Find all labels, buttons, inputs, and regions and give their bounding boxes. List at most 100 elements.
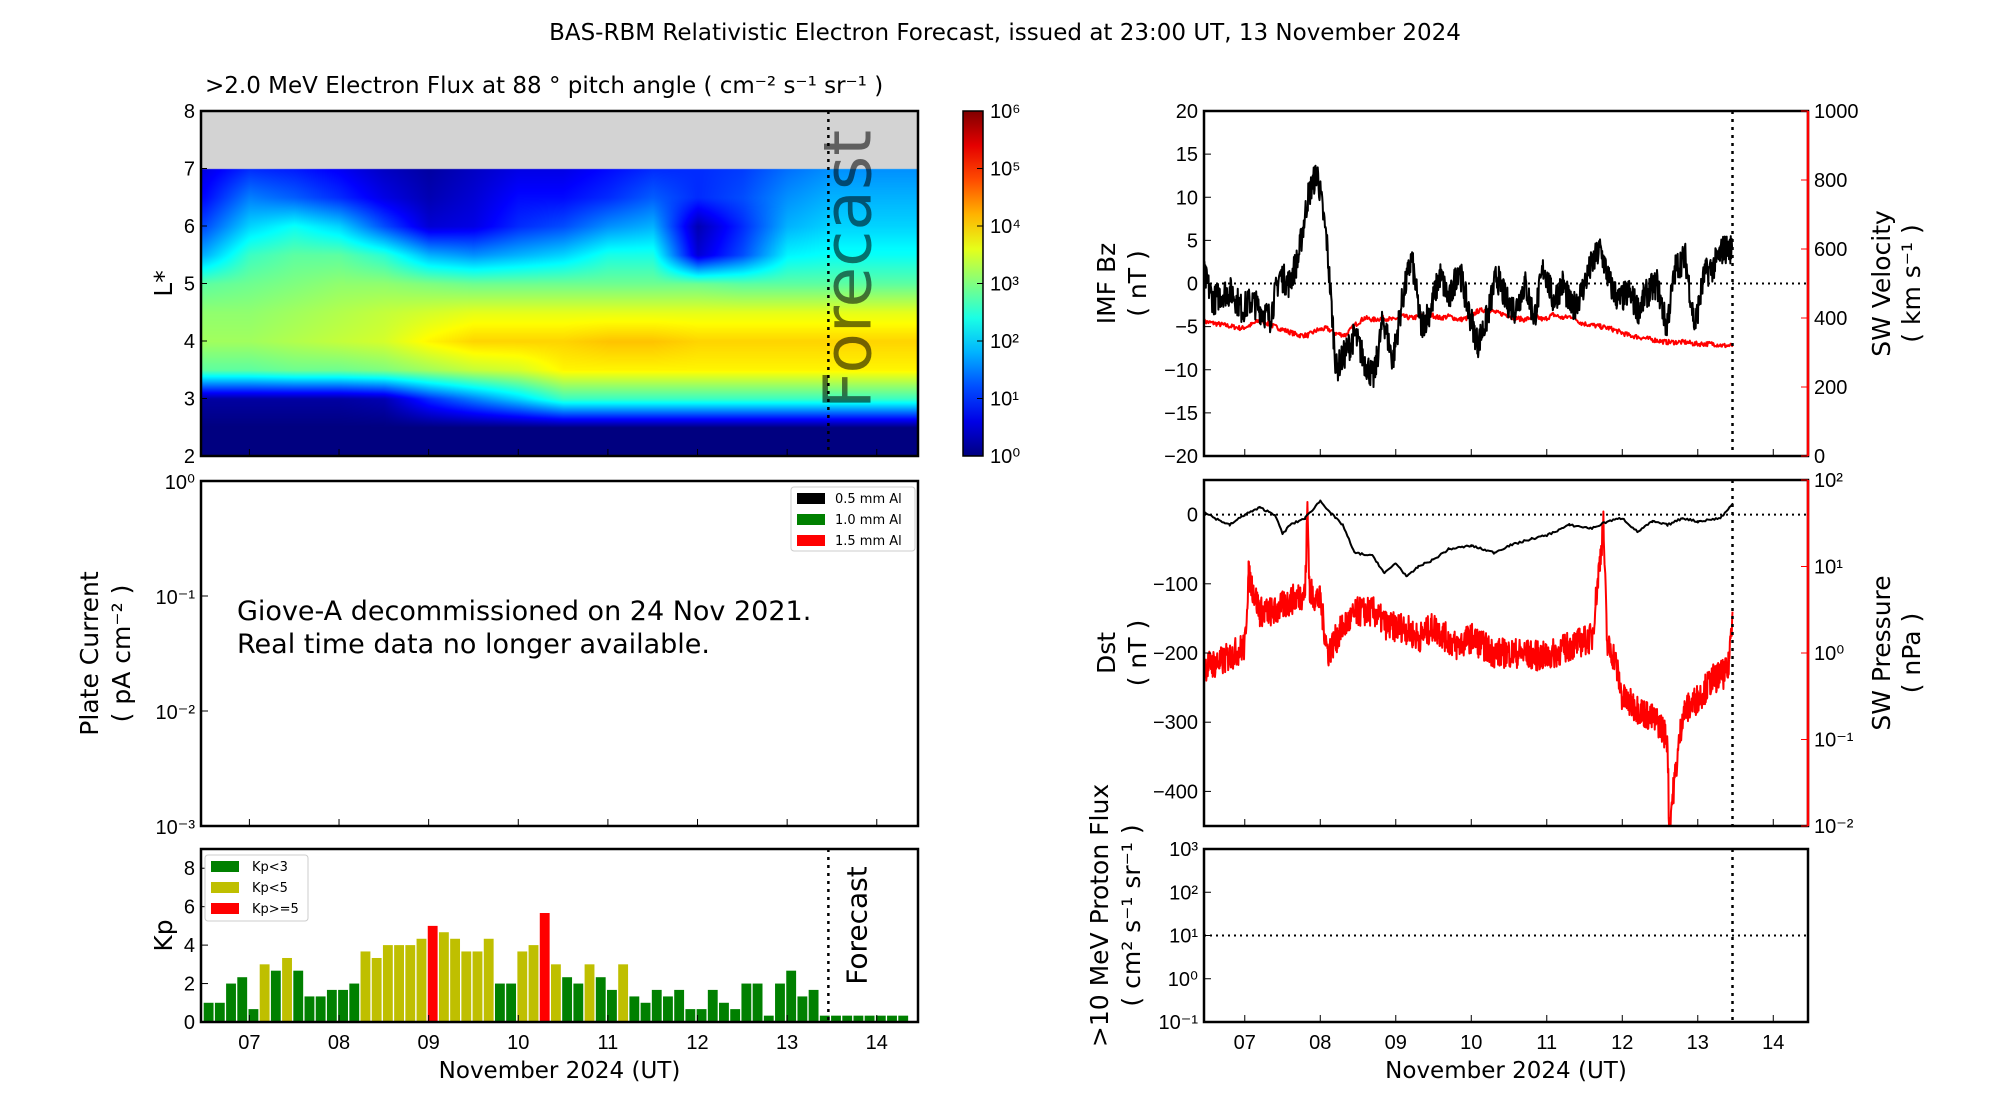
kp-frame	[199, 847, 920, 1024]
plate-ylabel-units: ( pA cm⁻² )	[107, 585, 136, 723]
kp-bar	[786, 970, 797, 1022]
proton-xtick-label: 11	[1536, 1032, 1557, 1054]
proton-xtick-label: 07	[1234, 1032, 1256, 1054]
kp-bar	[696, 1009, 707, 1022]
imf-ytick-label: 10	[1176, 187, 1198, 209]
colorbar-tick-label: 10⁶	[990, 101, 1020, 123]
kp-bar	[640, 1002, 651, 1022]
heatmap-frame	[199, 109, 920, 458]
plate-legend-swatch	[797, 493, 825, 504]
plate-ytick-label: 10⁻¹	[156, 587, 196, 609]
kp-forecast-bar	[831, 1015, 841, 1022]
proton-ylabel-units: ( cm² s⁻¹ sr⁻¹ )	[1117, 824, 1146, 1006]
velocity-ytick-label: 1000	[1814, 101, 1859, 123]
kp-legend-label: Kp<3	[252, 860, 288, 875]
kp-bar	[775, 983, 785, 1022]
plate-legend-swatch	[797, 514, 825, 525]
plate-frame	[199, 479, 920, 828]
kp-xtick-label: 09	[418, 1032, 440, 1054]
kp-xtick-label: 13	[776, 1032, 798, 1054]
kp-forecast-bar	[887, 1015, 897, 1022]
kp-bar	[663, 996, 673, 1022]
kp-bar	[326, 989, 337, 1022]
proton-xtick-label: 10	[1460, 1032, 1482, 1054]
kp-bar	[674, 989, 685, 1022]
kp-bar	[338, 989, 348, 1022]
pressure-ytick-label: 10²	[1814, 470, 1843, 492]
kp-legend-swatch	[211, 882, 239, 893]
kp-ylabel: Kp	[149, 919, 178, 951]
kp-bar	[416, 938, 427, 1022]
imf-bz-line	[1203, 164, 1734, 389]
kp-bar	[494, 983, 505, 1022]
kp-bar	[651, 989, 662, 1022]
dst-line	[1203, 499, 1734, 578]
kp-bar	[595, 977, 606, 1022]
kp-forecast-bar	[875, 1015, 886, 1022]
kp-legend-swatch	[211, 861, 239, 872]
imf-ytick-label: −15	[1164, 403, 1198, 425]
plate-legend-label: 0.5 mm Al	[835, 492, 902, 507]
heatmap-forecast-label: Forecast	[809, 130, 886, 409]
kp-ytick-label: 4	[184, 935, 195, 957]
pressure-ytick-label: 10⁰	[1814, 643, 1844, 665]
colorbar-tick-label: 10⁰	[990, 446, 1020, 468]
kp-xlabel: November 2024 (UT)	[439, 1058, 681, 1084]
kp-xtick-label: 07	[238, 1032, 260, 1054]
proton-xtick-label: 13	[1687, 1032, 1709, 1054]
proton-ylabel: >10 MeV Proton Flux	[1085, 784, 1114, 1047]
heatmap-ytick-label: 6	[184, 216, 195, 238]
dst-ytick-label: −300	[1153, 712, 1198, 734]
proton-ytick-label: 10¹	[1169, 926, 1198, 948]
kp-bar	[719, 1002, 729, 1022]
kp-bar	[607, 989, 617, 1022]
kp-forecast-bar	[864, 1015, 875, 1022]
plate-legend-label: 1.5 mm Al	[835, 534, 902, 549]
kp-bar	[528, 945, 539, 1022]
kp-bar	[472, 951, 483, 1022]
kp-xtick-label: 12	[686, 1032, 708, 1054]
kp-bar	[517, 951, 528, 1022]
kp-xtick-label: 08	[328, 1032, 350, 1054]
proton-ytick-label: 10²	[1169, 882, 1198, 904]
plate-ytick-label: 10⁻³	[156, 817, 196, 839]
kp-bar	[315, 996, 326, 1022]
imf-ylabel: IMF Bz	[1092, 243, 1121, 325]
imf-ytick-label: 15	[1176, 144, 1198, 166]
kp-bar	[730, 1009, 741, 1022]
plate-ylabel: Plate Current	[75, 571, 104, 736]
heatmap-ytick-label: 8	[184, 101, 195, 123]
decommission-message-line1: Giove-A decommissioned on 24 Nov 2021.	[237, 596, 811, 627]
kp-bar	[808, 989, 819, 1022]
kp-xtick-label: 10	[507, 1032, 529, 1054]
proton-ytick-label: 10⁰	[1168, 969, 1198, 991]
kp-xtick-label: 14	[866, 1032, 888, 1054]
kp-forecast-label: Forecast	[840, 866, 873, 985]
kp-bar	[259, 964, 270, 1022]
kp-bar	[360, 951, 371, 1022]
imf-ytick-label: 20	[1176, 101, 1198, 123]
kp-bar	[304, 996, 315, 1022]
kp-bar	[562, 977, 573, 1022]
velocity-ytick-label: 800	[1814, 170, 1847, 192]
heatmap-ytick-label: 3	[184, 389, 195, 411]
velocity-ytick-label: 0	[1814, 446, 1825, 468]
heatmap-title: >2.0 MeV Electron Flux at 88 ° pitch ang…	[205, 73, 883, 99]
kp-ytick-label: 2	[184, 974, 195, 996]
kp-bar	[203, 1002, 214, 1022]
pressure-ylabel: SW Pressure	[1867, 575, 1896, 730]
dst-ylabel: Dst	[1092, 632, 1121, 674]
dst-ytick-label: −100	[1153, 574, 1198, 596]
kp-bar	[382, 945, 393, 1022]
kp-bar	[248, 1009, 259, 1022]
kp-forecast-bar	[819, 1015, 830, 1022]
kp-bar	[237, 977, 248, 1022]
pressure-ytick-label: 10⁻¹	[1814, 730, 1854, 752]
dst-ytick-label: 0	[1187, 505, 1198, 527]
kp-ytick-label: 0	[184, 1012, 195, 1034]
proton-ytick-label: 10⁻¹	[1159, 1012, 1199, 1034]
velocity-ytick-label: 600	[1814, 239, 1847, 261]
kp-bar	[293, 970, 304, 1022]
